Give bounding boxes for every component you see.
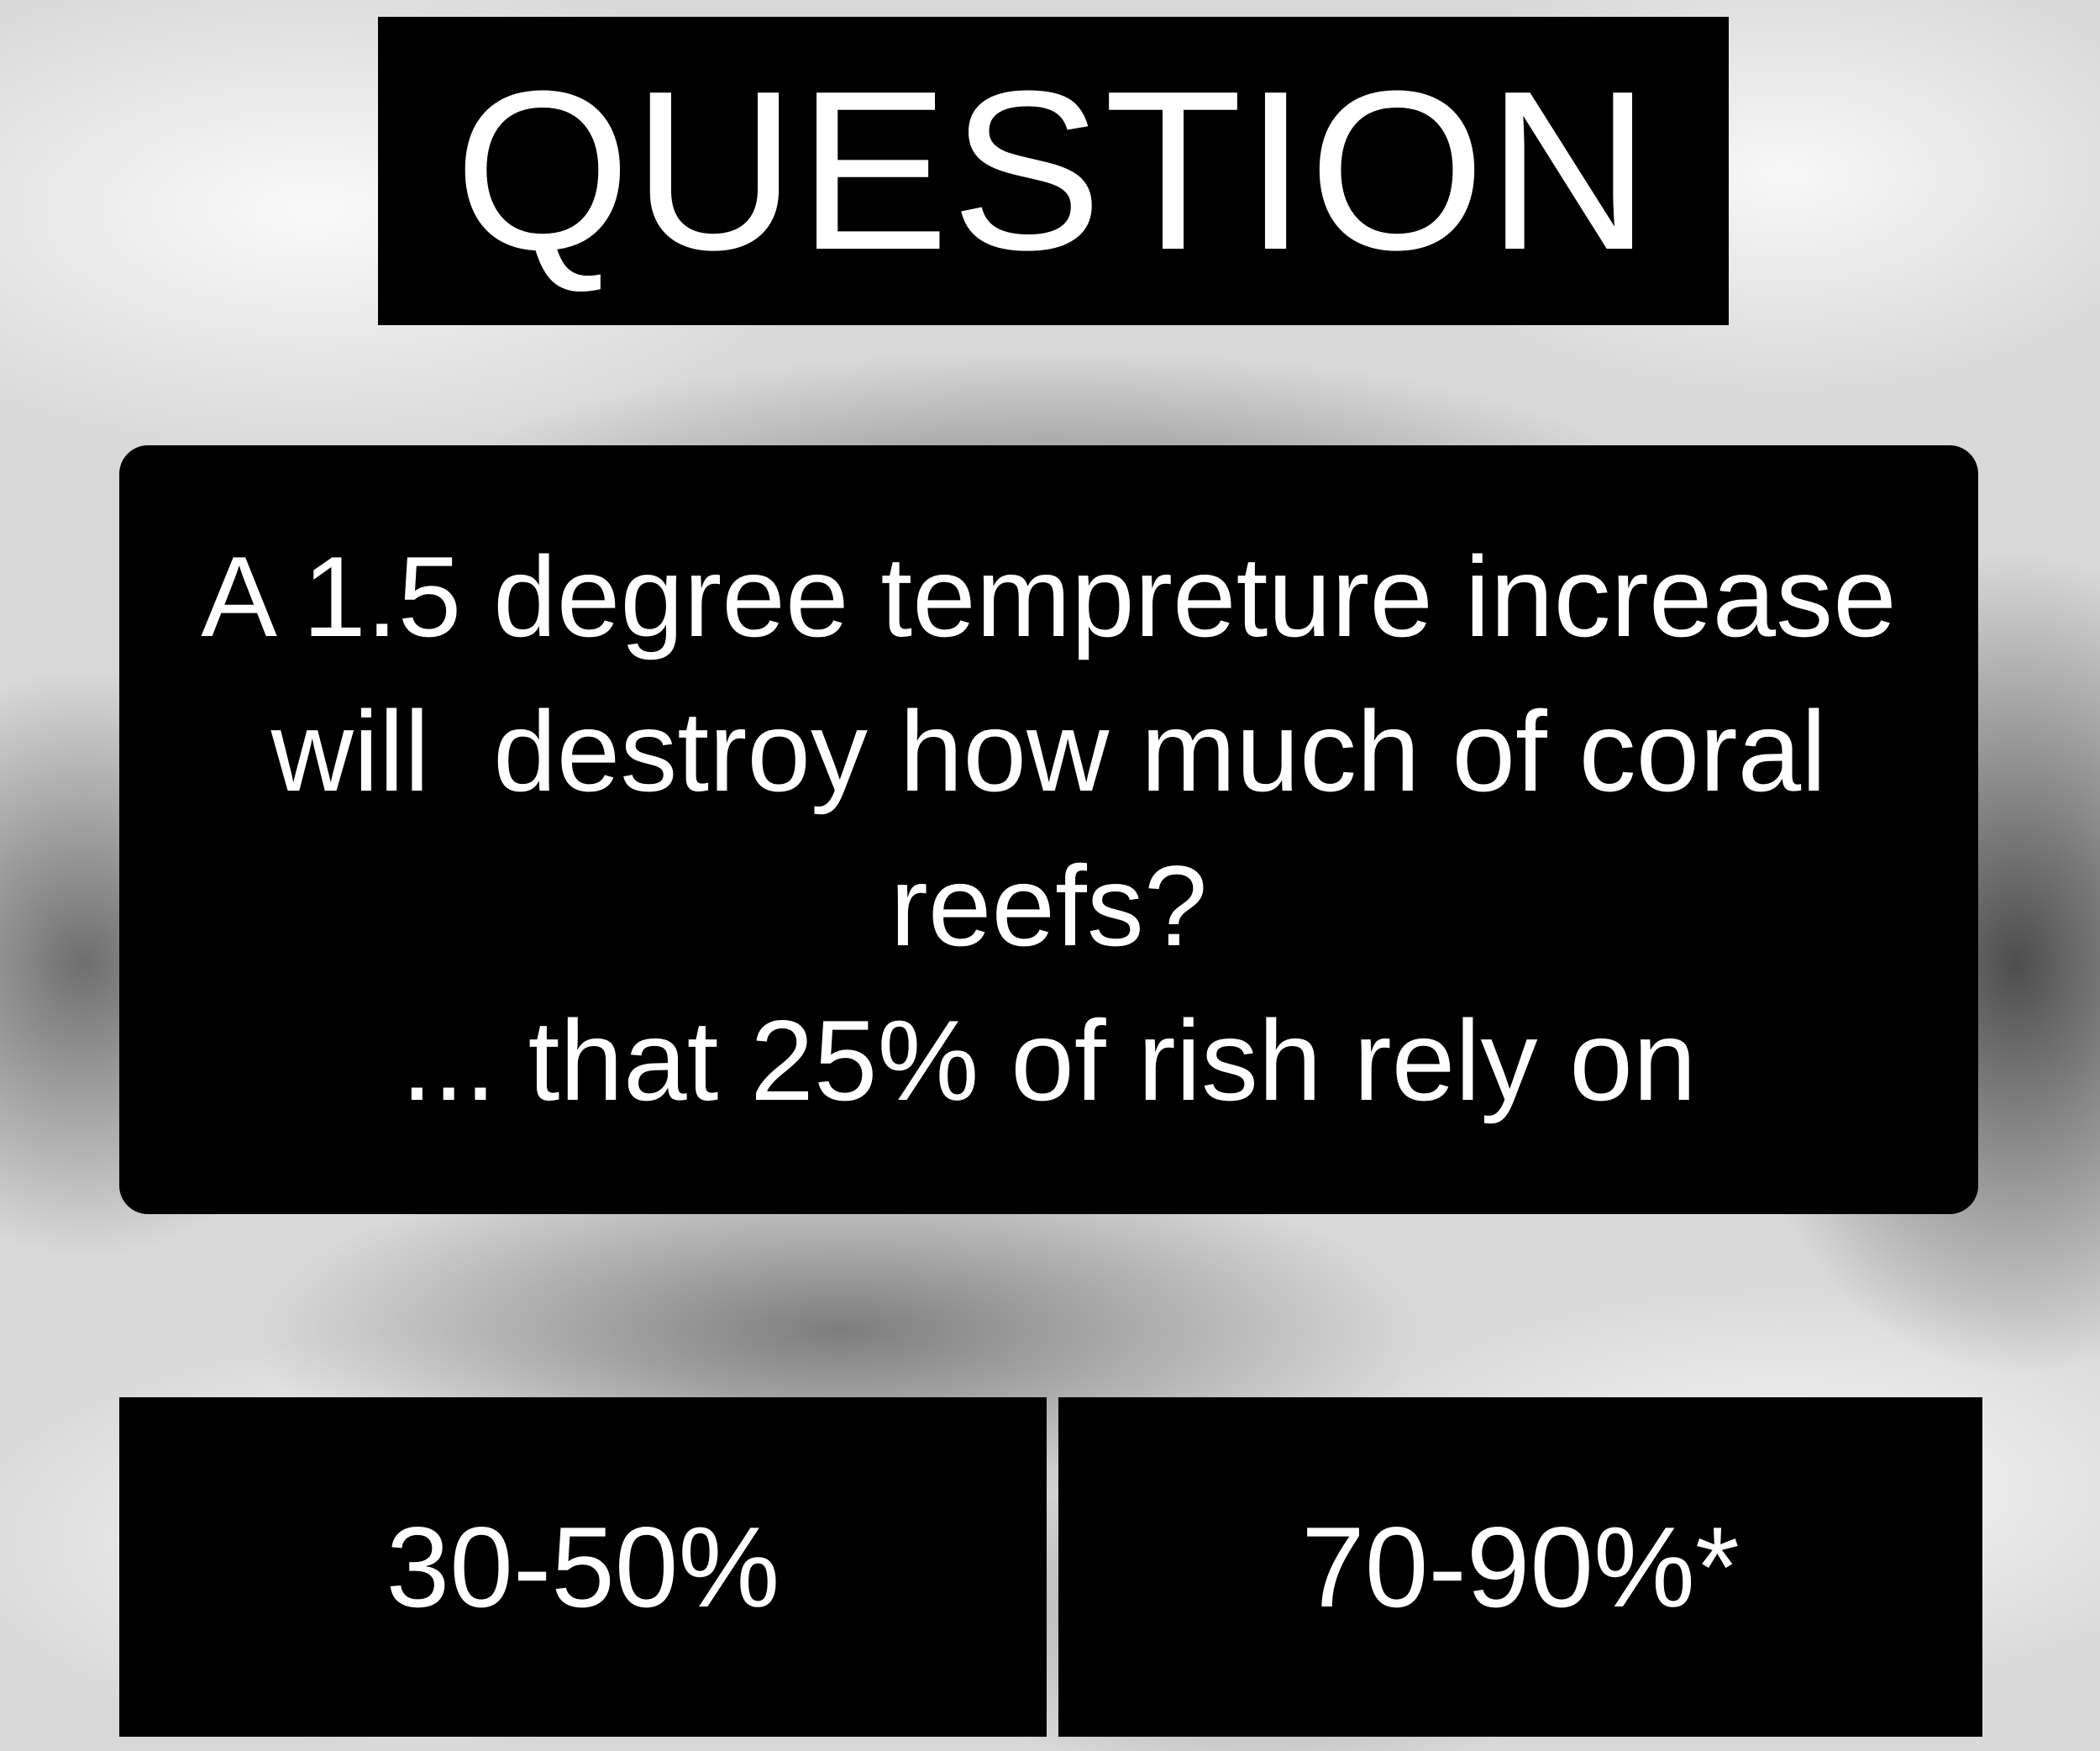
question-line: reefs? bbox=[890, 842, 1208, 970]
answer-label: 30-50% bbox=[386, 1503, 780, 1631]
title-banner: QUESTION bbox=[378, 17, 1729, 325]
answer-option-2[interactable]: 70-90%* bbox=[1058, 1397, 1982, 1737]
answer-option-1[interactable]: 30-50% bbox=[119, 1397, 1047, 1737]
answer-label: 70-90%* bbox=[1301, 1503, 1740, 1631]
question-line: A 1.5 degree tempreture increase bbox=[201, 533, 1897, 660]
question-line: ... that 25% of rish rely on bbox=[401, 996, 1697, 1124]
question-line: will destroy how much of coral bbox=[270, 687, 1827, 815]
page-title: QUESTION bbox=[454, 44, 1653, 297]
question-card: A 1.5 degree tempreture increase will de… bbox=[119, 445, 1978, 1214]
